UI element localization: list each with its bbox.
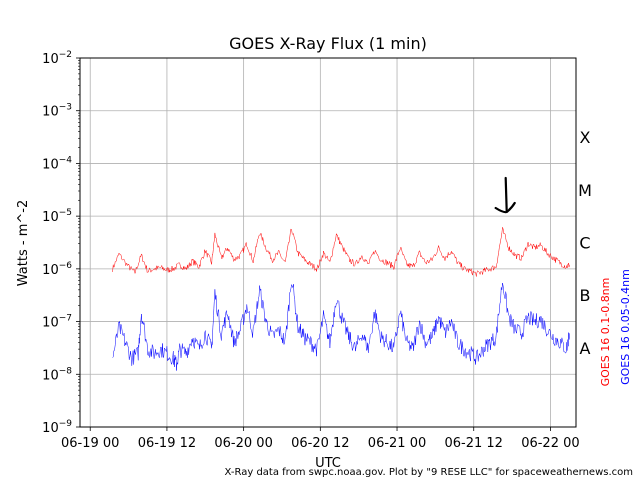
y-tick-labels: 10−9 10−8 10−7 10−6 10−5 10−4 10−3 10−2 — [42, 50, 72, 436]
flare-class-x: X — [580, 128, 591, 147]
event-arrow — [494, 176, 516, 214]
y-tick-label: 10−2 — [42, 50, 72, 67]
series-label-long-wave: GOES 16 0.1-0.8nm — [599, 278, 612, 387]
data-credit: X-Ray data from swpc.noaa.gov. Plot by "… — [225, 467, 633, 478]
y-tick-label: 10−5 — [42, 208, 72, 225]
flare-class-m: M — [578, 181, 592, 200]
x-tick-label: 06-22 00 — [521, 436, 579, 451]
chart-title: GOES X-Ray Flux (1 min) — [229, 34, 427, 53]
x-tick-label: 06-19 00 — [61, 436, 119, 451]
flare-class-c: C — [579, 234, 590, 253]
series-line-short-wave — [112, 282, 570, 371]
x-axis-label: UTC — [315, 456, 341, 471]
series-lines — [112, 227, 570, 371]
y-tick-label: 10−3 — [42, 103, 72, 120]
flare-class-a: A — [580, 339, 591, 358]
plot-frame — [76, 57, 577, 431]
arrow-head — [494, 201, 516, 214]
y-axis-label: Watts - m^-2 — [16, 200, 31, 286]
grid-lines — [80, 58, 576, 427]
x-tick-label: 06-21 00 — [368, 436, 426, 451]
plot-border — [79, 57, 577, 428]
x-tick-label: 06-21 12 — [445, 436, 503, 451]
x-tick-label: 06-19 12 — [138, 436, 196, 451]
y-tick-label: 10−6 — [42, 261, 72, 278]
y-tick-label: 10−7 — [42, 314, 72, 331]
y-tick-label: 10−8 — [42, 366, 72, 383]
series-line-long-wave — [112, 227, 570, 277]
y-tick-label: 10−9 — [42, 419, 72, 436]
x-tick-label: 06-20 00 — [214, 436, 272, 451]
y-tick-label: 10−4 — [42, 155, 72, 172]
arrow-shaft — [504, 176, 508, 213]
x-tick-label: 06-20 12 — [291, 436, 349, 451]
flare-class-labels: A B C M X — [578, 128, 592, 358]
series-label-short-wave: GOES 16 0.05-0.4nm — [619, 269, 632, 385]
x-tick-labels: 06-19 00 06-19 12 06-20 00 06-20 12 06-21 00… — [61, 436, 580, 451]
flare-class-b: B — [580, 286, 591, 305]
